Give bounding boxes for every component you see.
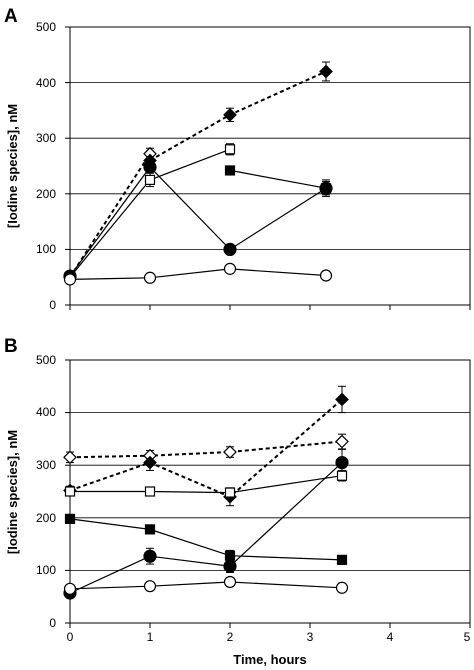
data-point-diamond-open [223,445,237,459]
data-point-diamond-open [63,450,77,465]
data-point-diamond-filled [335,392,349,407]
data-point-circle-filled [335,455,349,470]
data-point-diamond-filled [319,64,333,79]
data-point-circle-filled [143,549,157,563]
y-tick-label: 200 [36,187,56,201]
data-point-square-open [144,174,156,185]
panel-letter-a: A [4,6,18,27]
series-a [63,61,333,286]
x-tick-label: 0 [67,630,74,644]
x-tick-label: 3 [307,630,314,644]
data-point-diamond-filled [143,455,157,470]
series-line-square-filled [69,518,343,561]
series-markers [63,64,333,286]
x-tick-label: 5 [464,630,471,644]
gridlines-b [65,359,471,628]
data-point-circle-open [143,580,157,593]
series-b [63,385,349,600]
data-point-square-filled [224,550,236,561]
data-point-diamond-open [335,434,349,449]
data-point-circle-open [143,271,157,284]
y-tick-label: 100 [36,242,56,256]
y-tick-label: 400 [36,76,56,90]
series-line-square-filled [229,169,327,189]
series-markers [63,392,349,600]
data-point-circle-open [319,269,333,282]
data-point-circle-open [223,262,237,275]
data-point-square-filled [336,554,348,565]
data-point-square-open [224,144,236,155]
y-tick-label: 0 [49,298,56,312]
series-line-circle-filled [69,166,327,277]
series-line-diamond-filled [69,398,343,498]
panel-a: A 0 100 200 300 400 500 [Iodine species]… [4,6,471,312]
x-axis-title-b: Time, hours [233,652,306,667]
series-line-diamond-open [69,153,151,278]
y-tick-label: 500 [36,20,56,34]
series-lines [69,398,343,594]
x-tick-label: 1 [147,630,154,644]
data-point-square-open [224,487,236,498]
data-point-circle-filled [319,181,333,195]
y-tick-label: 0 [49,616,56,630]
data-point-circle-open [63,582,77,595]
y-tick-label: 300 [36,131,56,145]
y-tick-label: 200 [36,511,56,525]
series-line-diamond-open [69,440,343,459]
data-point-circle-open [63,273,77,286]
data-point-square-open [144,486,156,497]
panel-letter-b: B [4,336,18,357]
y-tick-label: 400 [36,405,56,419]
data-point-diamond-filled [223,107,237,122]
data-point-square-filled [144,524,156,535]
x-tick-label: 4 [387,630,394,644]
data-point-square-filled [64,513,76,524]
y-tick-labels-a: 0 100 200 300 400 500 [36,20,56,312]
series-line-circle-open [69,581,343,590]
plot-area-a [69,26,471,306]
y-tick-label: 100 [36,563,56,577]
data-point-circle-open [223,575,237,589]
y-axis-title-a: [Iodine species], nM [5,104,20,228]
x-tick-labels-b: 0 1 2 3 4 5 [67,630,471,644]
data-point-square-filled [224,165,236,176]
data-point-circle-filled [223,242,237,256]
series-line-circle-filled [69,462,343,594]
y-axis-title-b: [Iodine species], nM [5,430,20,554]
panel-b: B 0 100 200 300 400 500 0 1 2 3 4 5 [Iod… [4,336,471,667]
series-line-square-open [70,475,343,494]
series-line-circle-open [69,268,327,280]
y-tick-label: 300 [36,458,56,472]
x-tick-label: 2 [227,630,234,644]
data-point-circle-filled [143,160,157,174]
data-point-circle-open [335,581,349,594]
data-point-square-open [336,470,348,481]
y-tick-labels-b: 0 100 200 300 400 500 [36,353,56,630]
data-point-square-open [64,486,76,497]
y-tick-label: 500 [36,353,56,367]
data-point-circle-filled [223,559,237,573]
gridlines-a [65,26,471,310]
